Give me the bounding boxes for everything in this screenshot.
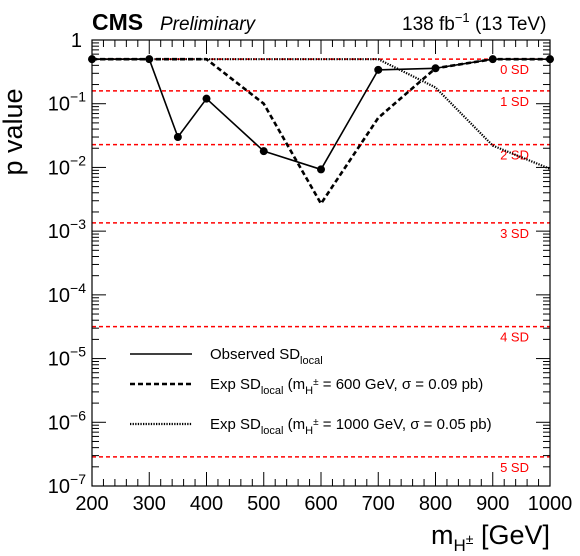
observed-point-4 — [259, 147, 268, 156]
y-tick-label: 10−2 — [48, 152, 86, 179]
observed-point-6 — [374, 65, 383, 74]
legend-entry-dashed: Exp SDlocal (mH± = 600 GeV, σ = 0.09 pb) — [210, 376, 483, 397]
x-tick-label: 500 — [247, 493, 280, 515]
y-tick-label: 10−4 — [48, 280, 86, 307]
sd-label-4: 4 SD — [500, 330, 529, 345]
observed-point-7 — [431, 64, 440, 73]
sd-label-1: 1 SD — [500, 94, 529, 109]
x-tick-label: 300 — [133, 493, 166, 515]
x-axis-title: mH± [GeV] — [431, 520, 550, 555]
status-label: Preliminary — [160, 14, 257, 35]
sd-label-5: 5 SD — [500, 460, 529, 475]
observed-point-1 — [145, 55, 154, 64]
legend-entry-dotted: Exp SDlocal (mH± = 1000 GeV, σ = 0.05 pb… — [210, 416, 492, 437]
sd-label-3: 3 SD — [500, 226, 529, 241]
y-tick-label: 10−7 — [48, 471, 86, 498]
x-tick-label: 800 — [419, 493, 452, 515]
x-tick-label: 1000 — [528, 493, 573, 515]
observed-point-5 — [317, 165, 325, 174]
sd-label-0: 0 SD — [500, 62, 529, 77]
y-axis-title: p value — [0, 88, 28, 175]
luminosity-label: 138 fb−1 (13 TeV) — [402, 10, 546, 35]
x-tick-label: 900 — [476, 493, 509, 515]
y-tick-label: 1 — [71, 30, 82, 52]
x-tick-label: 200 — [75, 493, 108, 515]
experiment-label: CMS — [92, 9, 143, 35]
observed-point-3 — [202, 94, 211, 103]
y-tick-label: 10−3 — [48, 216, 86, 243]
series-line-solid — [92, 58, 550, 171]
y-tick-label: 10−5 — [48, 344, 86, 371]
x-tick-label: 400 — [190, 493, 223, 515]
y-tick-label: 10−6 — [48, 407, 86, 434]
x-tick-label: 600 — [304, 493, 337, 515]
svg-text:mH± [GeV]: mH± [GeV] — [431, 520, 550, 555]
y-tick-label: 10−1 — [48, 89, 86, 116]
svg-text:138 fb−1 (13 TeV): 138 fb−1 (13 TeV) — [402, 10, 546, 35]
x-tick-label: 700 — [362, 493, 395, 515]
legend-entry-solid: Observed SDlocal — [210, 346, 323, 367]
observed-point-8 — [488, 55, 497, 64]
series-line-dotted — [92, 58, 551, 170]
plot-frame — [91, 39, 551, 487]
observed-point-2 — [173, 133, 182, 142]
series-line-dashed — [92, 57, 550, 205]
